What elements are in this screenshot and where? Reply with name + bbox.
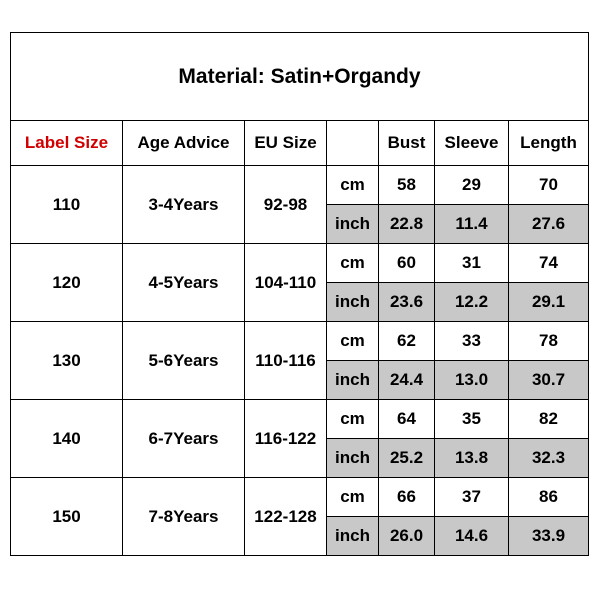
length-cell: 74 bbox=[507, 243, 590, 283]
unit-cell: inch bbox=[326, 282, 379, 322]
header-row: Label Size Age Advice EU Size Bust Sleev… bbox=[10, 120, 590, 166]
sleeve-cell: 12.2 bbox=[434, 282, 509, 322]
header-bust: Bust bbox=[378, 120, 435, 166]
label-size-cell: 140 bbox=[10, 399, 123, 478]
table-row: 120 4-5Years 104-110 cm 60 31 74 bbox=[10, 243, 590, 322]
sleeve-cell: 29 bbox=[434, 165, 509, 205]
bust-cell: 64 bbox=[378, 399, 435, 439]
table-row: inch 25.2 13.8 32.3 bbox=[11, 438, 590, 478]
age-advice-cell: 3-4Years bbox=[122, 165, 245, 244]
bust-cell: 58 bbox=[378, 165, 435, 205]
bust-cell: 66 bbox=[378, 477, 435, 517]
sleeve-cell: 31 bbox=[434, 243, 509, 283]
length-cell: 70 bbox=[507, 165, 590, 205]
sleeve-cell: 33 bbox=[434, 321, 509, 361]
header-unit bbox=[326, 120, 379, 166]
sleeve-cell: 11.4 bbox=[434, 204, 509, 244]
length-cell: 29.1 bbox=[507, 282, 590, 322]
header-label-size: Label Size bbox=[10, 120, 123, 166]
table-row: 110 3-4Years 92-98 cm 58 29 70 bbox=[10, 165, 590, 244]
bust-cell: 26.0 bbox=[378, 516, 435, 556]
header-age-advice: Age Advice bbox=[122, 120, 245, 166]
eu-size-cell: 122-128 bbox=[244, 477, 327, 556]
sleeve-cell: 37 bbox=[434, 477, 509, 517]
size-table: Material: Satin+Organdy Label Size Age A… bbox=[9, 32, 590, 556]
length-cell: 86 bbox=[507, 477, 590, 517]
label-size-cell: 150 bbox=[10, 477, 123, 556]
age-advice-cell: 7-8Years bbox=[122, 477, 245, 556]
unit-cell: cm bbox=[326, 321, 379, 361]
table-row: 140 6-7Years 116-122 cm 64 35 82 bbox=[10, 399, 590, 478]
age-advice-cell: 6-7Years bbox=[122, 399, 245, 478]
unit-cell: inch bbox=[326, 360, 379, 400]
size-chart: Material: Satin+Organdy Label Size Age A… bbox=[9, 32, 590, 562]
label-size-cell: 130 bbox=[10, 321, 123, 400]
bust-cell: 23.6 bbox=[378, 282, 435, 322]
length-cell: 82 bbox=[507, 399, 590, 439]
header-eu-size: EU Size bbox=[244, 120, 327, 166]
table-row: inch 22.8 11.4 27.6 bbox=[11, 204, 590, 244]
length-cell: 27.6 bbox=[507, 204, 590, 244]
unit-cell: inch bbox=[326, 516, 379, 556]
sleeve-cell: 35 bbox=[434, 399, 509, 439]
label-size-cell: 120 bbox=[10, 243, 123, 322]
table-row: inch 23.6 12.2 29.1 bbox=[11, 282, 590, 322]
sleeve-cell: 14.6 bbox=[434, 516, 509, 556]
eu-size-cell: 110-116 bbox=[244, 321, 327, 400]
bust-cell: 62 bbox=[378, 321, 435, 361]
sleeve-cell: 13.0 bbox=[434, 360, 509, 400]
header-length: Length bbox=[507, 120, 590, 166]
unit-cell: cm bbox=[326, 477, 379, 517]
age-advice-cell: 4-5Years bbox=[122, 243, 245, 322]
bust-cell: 22.8 bbox=[378, 204, 435, 244]
unit-cell: inch bbox=[326, 438, 379, 478]
bust-cell: 25.2 bbox=[378, 438, 435, 478]
age-advice-cell: 5-6Years bbox=[122, 321, 245, 400]
eu-size-cell: 104-110 bbox=[244, 243, 327, 322]
unit-cell: inch bbox=[326, 204, 379, 244]
unit-cell: cm bbox=[326, 165, 379, 205]
header-sleeve: Sleeve bbox=[434, 120, 509, 166]
length-cell: 78 bbox=[507, 321, 590, 361]
length-cell: 30.7 bbox=[507, 360, 590, 400]
table-row: inch 24.4 13.0 30.7 bbox=[11, 360, 590, 400]
table-title: Material: Satin+Organdy bbox=[9, 32, 590, 121]
bust-cell: 24.4 bbox=[378, 360, 435, 400]
table-row: 150 7-8Years 122-128 cm 66 37 86 bbox=[10, 477, 590, 556]
eu-size-cell: 92-98 bbox=[244, 165, 327, 244]
length-cell: 33.9 bbox=[507, 516, 590, 556]
eu-size-cell: 116-122 bbox=[244, 399, 327, 478]
length-cell: 32.3 bbox=[507, 438, 590, 478]
sleeve-cell: 13.8 bbox=[434, 438, 509, 478]
table-row: 130 5-6Years 110-116 cm 62 33 78 bbox=[10, 321, 590, 400]
label-size-cell: 110 bbox=[10, 165, 123, 244]
unit-cell: cm bbox=[326, 399, 379, 439]
unit-cell: cm bbox=[326, 243, 379, 283]
bust-cell: 60 bbox=[378, 243, 435, 283]
table-row: inch 26.0 14.6 33.9 bbox=[11, 516, 590, 556]
